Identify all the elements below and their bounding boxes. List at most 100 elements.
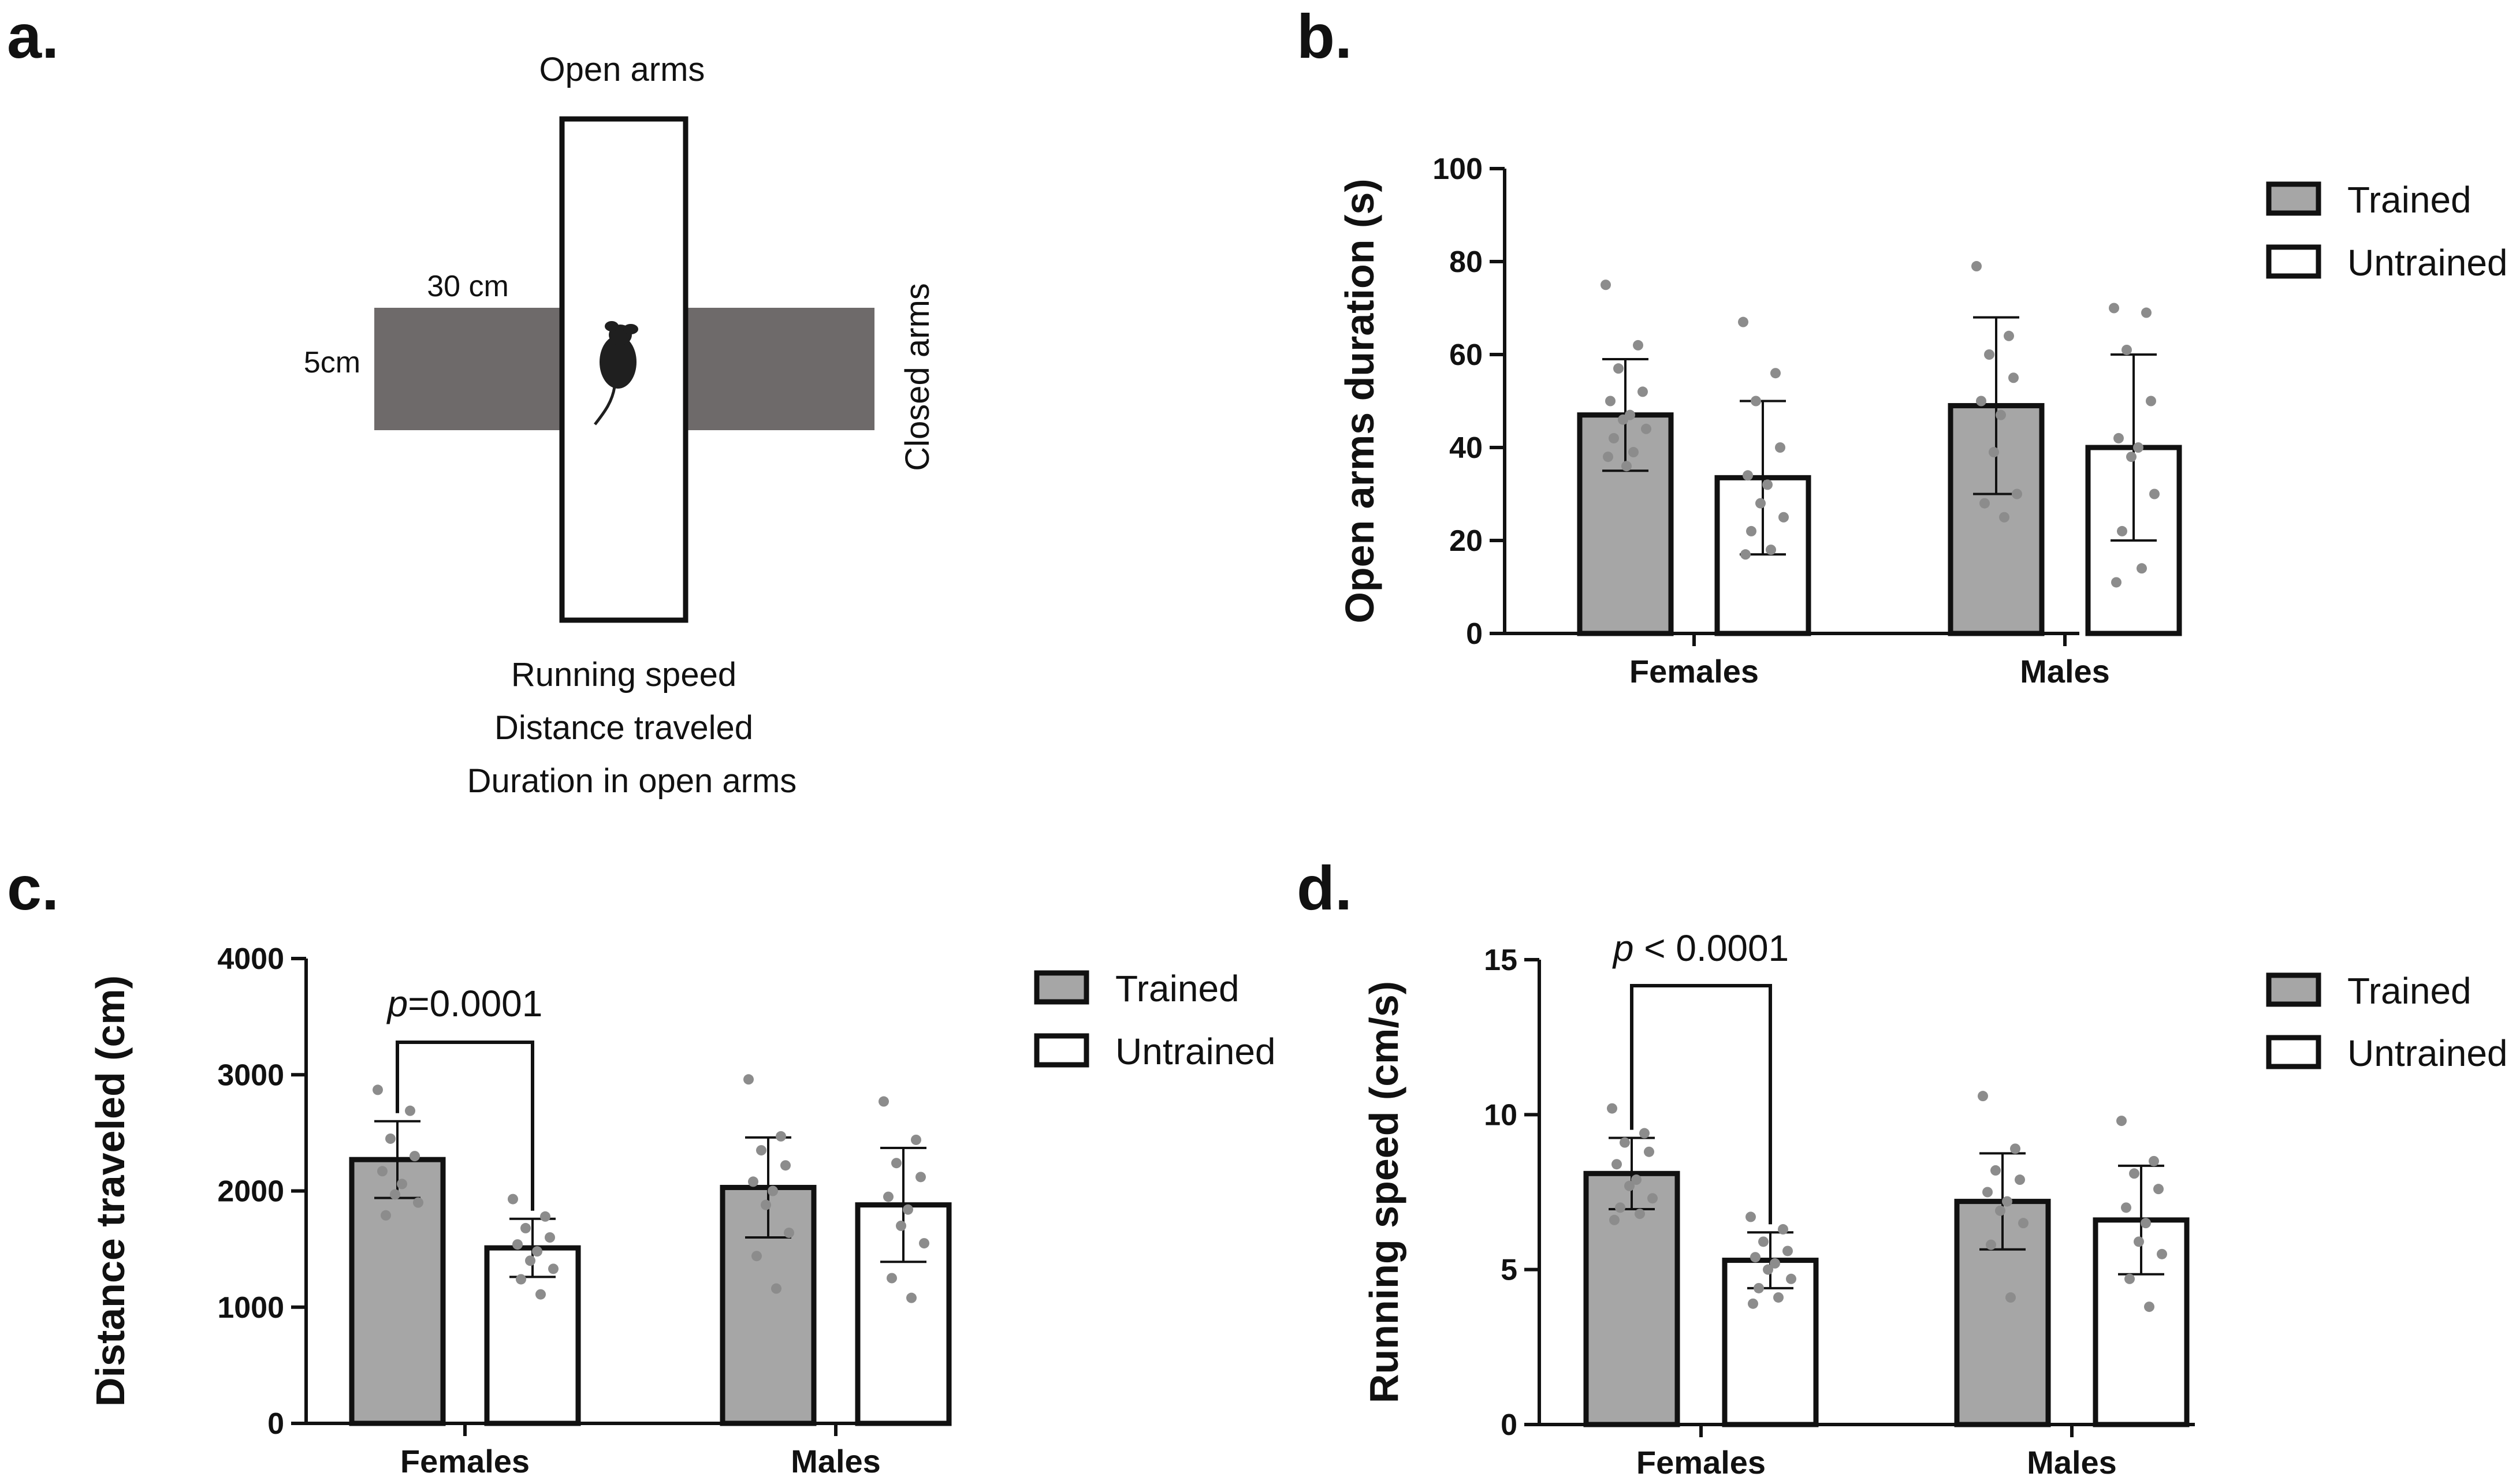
- data-point: [883, 1191, 894, 1202]
- data-point: [1751, 396, 1761, 407]
- data-point: [1773, 1292, 1784, 1303]
- arm-width-label: 5cm: [304, 346, 360, 379]
- legend-swatch-trained: [1034, 970, 1089, 1005]
- significance-bracket: [396, 1041, 534, 1211]
- data-point: [1637, 386, 1648, 397]
- y-tick-label: 20: [1449, 524, 1483, 558]
- data-point: [516, 1274, 526, 1285]
- data-point: [756, 1145, 766, 1156]
- mouse-icon: [594, 321, 638, 426]
- data-point: [1609, 432, 1619, 443]
- closed-arms-label: Closed arms: [899, 283, 936, 471]
- data-point: [373, 1084, 383, 1095]
- legend-swatch-trained: [2266, 181, 2321, 216]
- y-axis-label: Running speed (cm/s): [1361, 981, 1406, 1403]
- data-point: [1620, 1137, 1630, 1148]
- data-point: [1754, 1282, 1764, 1293]
- panel-letter-d: d.: [1297, 853, 1352, 923]
- data-point: [545, 1232, 555, 1243]
- y-tick-label: 0: [1466, 617, 1483, 651]
- y-tick-label: 1000: [217, 1291, 284, 1325]
- legend-swatch-untrained: [2266, 1035, 2321, 1069]
- data-point: [548, 1263, 559, 1274]
- data-point: [2124, 1273, 2135, 1284]
- data-point: [1750, 1252, 1761, 1263]
- data-point: [1763, 1264, 1773, 1275]
- data-point: [1982, 1187, 1993, 1198]
- y-tick-label: 3000: [217, 1058, 284, 1092]
- data-point: [1603, 452, 1613, 463]
- y-tick-label: 15: [1484, 944, 1517, 977]
- data-point: [1631, 1174, 1642, 1185]
- measure-running-speed: Running speed: [511, 656, 736, 693]
- data-point: [2149, 489, 2160, 499]
- data-point: [903, 1204, 913, 1215]
- data-point: [768, 1185, 778, 1196]
- data-point: [1762, 479, 1773, 490]
- bar-trained-females: [1583, 1170, 1680, 1427]
- closed-arm-left: [374, 308, 568, 430]
- data-point: [2010, 1143, 2020, 1154]
- data-point: [1758, 1236, 1769, 1247]
- panel-letter-b: b.: [1297, 1, 1352, 71]
- data-point: [2122, 344, 2132, 355]
- p-symbol: p: [386, 983, 408, 1024]
- y-axis-label: Open arms duration (s): [1337, 178, 1382, 623]
- data-point: [1979, 498, 1990, 509]
- data-point: [1978, 1091, 1988, 1102]
- data-point: [532, 1246, 542, 1257]
- data-point: [2109, 303, 2119, 314]
- data-point: [1647, 1193, 1658, 1204]
- data-point: [2018, 1218, 2029, 1229]
- data-point: [2126, 452, 2137, 463]
- data-point: [540, 1211, 550, 1222]
- y-tick-label: 2000: [217, 1175, 284, 1209]
- data-point: [535, 1289, 546, 1300]
- data-point: [771, 1283, 781, 1294]
- data-point: [1609, 1214, 1620, 1225]
- data-point: [1611, 1159, 1622, 1170]
- legend-label-untrained: Untrained: [2347, 242, 2508, 284]
- chart-open-arms-duration: 0 20 40 60 80 100 Open arms duration (s) Female…: [1337, 152, 2508, 689]
- data-point: [1999, 512, 2009, 523]
- data-point: [743, 1074, 754, 1085]
- data-point: [1748, 1298, 1758, 1309]
- legend-label-trained: Trained: [1115, 968, 1240, 1009]
- data-point: [911, 1134, 921, 1145]
- measure-distance-traveled: Distance traveled: [494, 709, 753, 747]
- data-point: [1782, 1246, 1793, 1256]
- data-point: [776, 1131, 786, 1142]
- data-point: [915, 1172, 926, 1183]
- data-point: [919, 1238, 929, 1249]
- data-point: [1618, 414, 1628, 425]
- y-tick-label: 80: [1449, 245, 1483, 279]
- data-point: [1605, 396, 1616, 407]
- data-point: [1740, 549, 1751, 560]
- data-point: [761, 1199, 771, 1210]
- y-tick-label: 60: [1449, 338, 1483, 372]
- y-tick-label: 10: [1484, 1098, 1517, 1132]
- data-point: [1778, 512, 1789, 523]
- data-point: [1621, 461, 1632, 472]
- open-arms-label: Open arms: [539, 51, 705, 88]
- data-point: [1971, 261, 1982, 272]
- data-point: [2149, 1155, 2159, 1166]
- data-point: [1738, 316, 1748, 327]
- data-point: [1743, 470, 1753, 481]
- data-point: [1778, 1224, 1788, 1235]
- x-category-label: Females: [400, 1443, 530, 1479]
- legend-swatch-untrained: [2266, 244, 2321, 279]
- p-value: < 0.0001: [1633, 927, 1789, 969]
- data-point: [1755, 498, 1766, 509]
- panel-letter-c: c.: [7, 853, 59, 923]
- data-point: [2157, 1248, 2167, 1259]
- data-point: [2005, 1292, 2016, 1303]
- p-symbol: p: [1612, 927, 1634, 969]
- data-point: [2133, 442, 2143, 453]
- closed-arm-right: [685, 308, 874, 430]
- data-point: [1766, 545, 1776, 555]
- data-point: [1613, 363, 1624, 374]
- data-point: [1989, 447, 1999, 458]
- data-point: [748, 1176, 758, 1187]
- data-point: [1607, 1103, 1617, 1114]
